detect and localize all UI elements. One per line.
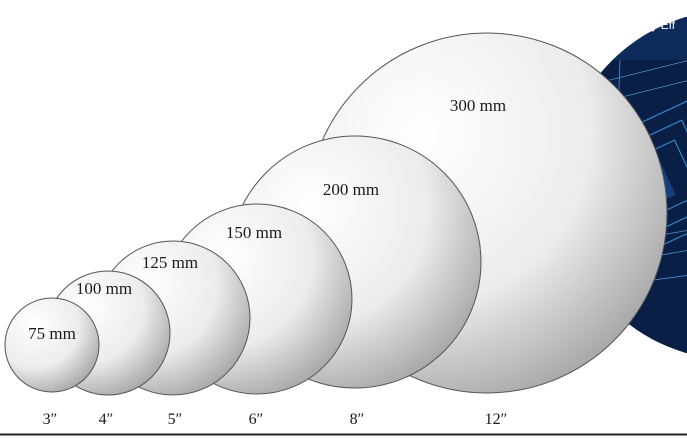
wafer-75mm-label: 75 mm: [28, 324, 76, 343]
wafer-75mm: 75 mm: [4, 297, 100, 393]
banner-text: Highly Eff: [624, 18, 676, 32]
inch-label-5: 5″: [168, 411, 183, 428]
inch-label-4: 4″: [99, 411, 114, 428]
inch-labels: 3″ 4″ 5″ 6″ 8″ 12″: [43, 411, 508, 428]
inch-label-6: 6″: [249, 411, 264, 428]
inch-label-3: 3″: [43, 411, 58, 428]
inch-label-12: 12″: [485, 411, 508, 428]
wafer-125mm-label: 125 mm: [142, 253, 198, 272]
wafer-300mm-label: 300 mm: [450, 96, 506, 115]
wafer-150mm-label: 150 mm: [226, 223, 282, 242]
wafer-200mm-label: 200 mm: [323, 180, 379, 199]
wafer-100mm-label: 100 mm: [76, 279, 132, 298]
wafer-group: 300 mm 200 mm 150 mm 125 mm 100 mm: [4, 32, 668, 396]
wafer-75mm-disc: [4, 297, 100, 393]
inch-label-8: 8″: [350, 411, 365, 428]
